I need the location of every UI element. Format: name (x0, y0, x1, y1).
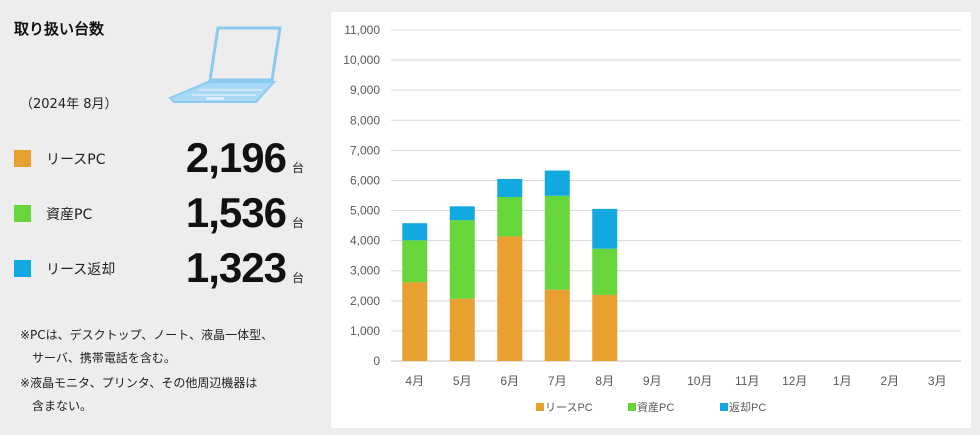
note-line: ※PCは、デスクトップ、ノート、液晶一体型、 (20, 328, 274, 342)
laptop-icon (168, 26, 282, 103)
lease-return-swatch (14, 260, 31, 277)
stat-value: 1,536 (185, 189, 287, 236)
bar-segment (449, 220, 475, 299)
bar-segment (402, 240, 428, 283)
summary-panel: 取り扱い台数 （2024年 8月） リースPC 2,196 台 資産PC 1,5… (0, 0, 330, 435)
note-line: ※液晶モニタ、プリンタ、その他周辺機器は (20, 376, 258, 390)
x-tick-label: 1月 (833, 374, 852, 388)
x-tick-label: 2月 (880, 374, 899, 388)
note-line: サーバ、携帯電話を含む。 (20, 351, 176, 365)
x-tick-label: 3月 (928, 374, 947, 388)
x-tick-label: 4月 (405, 374, 424, 388)
bar-segment (497, 178, 523, 198)
stat-lease-return: リース返却 1,323 台 (14, 243, 314, 293)
bar-segment (449, 206, 475, 221)
legend-swatch (720, 403, 728, 411)
legend-label: リースPC (545, 402, 593, 414)
x-tick-label: 7月 (548, 374, 567, 388)
legend-swatch (536, 403, 544, 411)
x-tick-label: 5月 (453, 374, 472, 388)
stat-asset-pc: 資産PC 1,536 台 (14, 188, 314, 238)
period-label: （2024年 8月） (20, 97, 118, 112)
y-tick-label: 9,000 (350, 83, 380, 97)
y-tick-label: 1,000 (350, 324, 380, 338)
y-tick-label: 0 (373, 354, 380, 368)
bar-segment (544, 195, 570, 290)
stat-label: 資産PC (46, 207, 93, 223)
bar-segment (497, 197, 523, 237)
bar-segment (544, 289, 570, 361)
x-tick-label: 8月 (595, 374, 614, 388)
x-tick-label: 12月 (782, 374, 807, 388)
y-tick-label: 4,000 (350, 234, 380, 248)
y-tick-label: 10,000 (343, 53, 380, 67)
bar-segment (497, 236, 523, 361)
stat-unit: 台 (291, 161, 304, 175)
legend-label: 返却PC (729, 401, 766, 414)
lease-pc-swatch (14, 150, 31, 167)
legend-swatch (628, 403, 636, 411)
stat-label: リースPC (46, 152, 106, 168)
stat-value: 1,323 (185, 244, 287, 291)
legend-label: 資産PC (637, 401, 674, 414)
bar-segment (592, 208, 618, 249)
y-tick-label: 11,000 (344, 23, 380, 37)
x-tick-label: 9月 (643, 374, 662, 388)
bar-segment (592, 248, 618, 295)
x-tick-label: 11月 (735, 374, 759, 388)
y-tick-label: 5,000 (350, 204, 380, 218)
stat-unit: 台 (291, 271, 304, 285)
bar-segment (402, 282, 428, 361)
y-tick-label: 3,000 (350, 264, 380, 278)
y-tick-label: 7,000 (350, 143, 380, 157)
stat-value: 2,196 (185, 134, 287, 181)
stat-unit: 台 (291, 216, 304, 230)
y-tick-label: 8,000 (350, 113, 380, 127)
bar-segment (449, 298, 475, 361)
note-line: 含まない。 (20, 399, 93, 413)
summary-title: 取り扱い台数 (14, 20, 105, 38)
x-tick-label: 6月 (500, 374, 519, 388)
stat-label: リース返却 (46, 262, 116, 278)
stat-lease-pc: リースPC 2,196 台 (14, 133, 314, 183)
bar-segment (544, 170, 570, 196)
bar-segment (592, 294, 618, 361)
y-tick-label: 6,000 (350, 173, 380, 187)
chart-panel: 0 1,000 2,000 3,000 4,000 5,000 6,000 7,000 8,00… (331, 12, 971, 428)
stacked-bar-chart: 0 1,000 2,000 3,000 4,000 5,000 6,000 7,000 8,00… (343, 23, 961, 414)
y-tick-label: 2,000 (350, 294, 380, 308)
x-tick-label: 10月 (687, 374, 712, 388)
asset-pc-swatch (14, 205, 31, 222)
bar-segment (402, 223, 428, 241)
